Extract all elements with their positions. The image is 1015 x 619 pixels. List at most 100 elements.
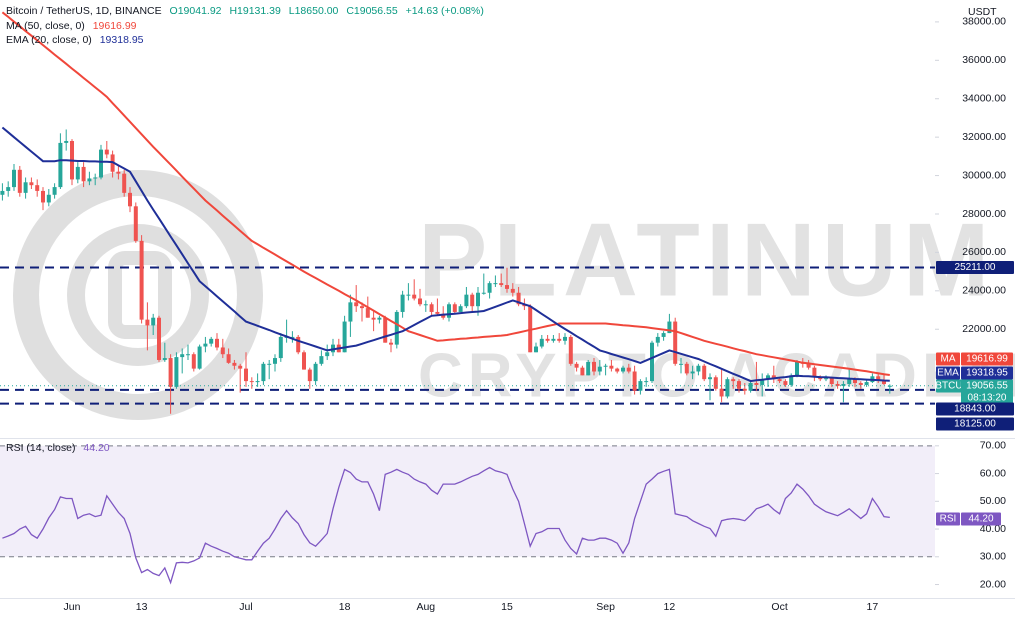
y-tick-label: 30000.00	[962, 169, 1006, 181]
candle-body	[81, 166, 86, 182]
candle-body	[835, 383, 840, 386]
candle-body	[789, 375, 794, 385]
candle-body	[423, 304, 428, 306]
candle-body	[249, 381, 254, 383]
candle-body	[470, 294, 475, 307]
candle-body	[261, 363, 266, 382]
candle-body	[661, 333, 666, 337]
candle-body	[365, 308, 370, 318]
candle-body	[557, 338, 562, 341]
candle-body	[882, 380, 886, 384]
candle-body	[203, 343, 208, 347]
candle-body	[162, 358, 167, 360]
candle-body	[516, 292, 521, 305]
ema-name: EMA (20, close, 0)	[6, 34, 92, 46]
candle-body	[128, 192, 132, 207]
candle-body	[93, 177, 98, 179]
candle-body	[760, 379, 765, 385]
candle-body	[104, 149, 109, 155]
candle-body	[586, 361, 591, 376]
candle-body	[824, 378, 828, 380]
candle-body	[122, 173, 127, 193]
candle-body	[708, 377, 712, 380]
x-tick-label: 12	[664, 601, 676, 613]
candle-body	[12, 169, 16, 188]
candle-body	[151, 317, 156, 326]
candle-body	[360, 306, 364, 309]
candle-body	[157, 317, 161, 360]
candle-body	[621, 367, 625, 372]
candle-body	[302, 352, 306, 370]
candle-body	[447, 304, 451, 318]
candle-body	[354, 302, 359, 307]
x-tick-label: Sep	[596, 601, 615, 613]
candle-body	[597, 366, 602, 372]
candle-body	[186, 354, 190, 356]
candle-body	[580, 367, 585, 376]
candle-body	[6, 187, 11, 191]
candle-body	[719, 388, 724, 397]
candle-body	[452, 304, 457, 312]
logo-inner	[67, 224, 209, 366]
candle-body	[545, 338, 550, 341]
ma-value: 19616.99	[92, 20, 137, 32]
candle-body	[0, 190, 5, 195]
candle-body	[690, 371, 695, 374]
candle-body	[46, 194, 51, 203]
price-badge	[936, 366, 960, 380]
price-badge-label: 44.20	[968, 514, 993, 525]
candle-body	[377, 317, 382, 320]
candle-body	[534, 346, 538, 353]
y-tick-label: 30.00	[980, 551, 1006, 563]
y-tick-label: 34000.00	[962, 93, 1006, 105]
candle-body	[244, 368, 248, 382]
candle-body	[626, 367, 631, 372]
price-badge	[936, 261, 1014, 275]
candle-body	[563, 336, 567, 341]
candle-body	[35, 185, 40, 191]
candle-body	[655, 336, 660, 343]
price-badge	[936, 402, 1014, 416]
y-tick-label: 70.00	[980, 440, 1006, 452]
y-tick-label: 28000.00	[962, 208, 1006, 220]
ema-value: 19318.95	[99, 34, 144, 46]
candle-body	[441, 313, 446, 318]
candle-body	[267, 363, 272, 365]
candle-body	[209, 338, 214, 344]
candle-body	[389, 342, 393, 345]
y-tick-label: 38000.00	[962, 16, 1006, 28]
symbol-legend: Bitcoin / TetherUS, 1D, BINANCE O19041.9…	[6, 5, 489, 17]
y-tick-label: 26000.00	[962, 246, 1006, 258]
symbol: Bitcoin / TetherUS, 1D, BINANCE	[6, 5, 162, 17]
candle-body	[841, 383, 846, 386]
y-tick-label: 20.00	[980, 578, 1006, 590]
candle-body	[731, 379, 736, 382]
candle-body	[476, 292, 480, 307]
ema-legend: EMA (20, close, 0) 19318.95	[6, 34, 149, 46]
close: C19056.55	[346, 5, 398, 17]
candle-body	[348, 302, 353, 322]
open: O19041.92	[169, 5, 222, 17]
candle-body	[215, 338, 219, 348]
price-unit: USDT	[968, 6, 997, 18]
price-badge	[961, 391, 1013, 405]
candle-body	[806, 363, 811, 368]
watermark-text: PLATINUM	[418, 202, 996, 318]
candle-body	[650, 342, 654, 382]
candle-body	[394, 311, 399, 345]
price-badge-label: BTCUSDT	[935, 381, 982, 392]
candle-body	[168, 358, 173, 387]
price-badge-label: MA	[941, 354, 956, 365]
candle-body	[505, 285, 509, 289]
x-tick-label: 15	[501, 601, 513, 613]
y-tick-label: 24000.00	[962, 285, 1006, 297]
candle-body	[812, 367, 817, 378]
rsi-name: RSI (14, close)	[6, 442, 76, 454]
candle-body	[574, 363, 579, 368]
candle-body	[464, 294, 469, 307]
price-badge	[961, 366, 1013, 380]
candle-body	[52, 187, 57, 195]
candle-body	[713, 377, 718, 389]
candle-body	[307, 369, 312, 382]
y-tick-label: 22000.00	[962, 323, 1006, 335]
